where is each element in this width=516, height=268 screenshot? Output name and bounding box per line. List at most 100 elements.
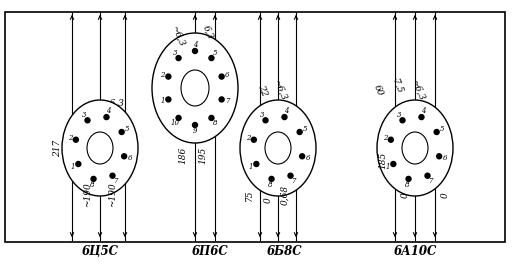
Circle shape bbox=[437, 154, 442, 159]
Ellipse shape bbox=[152, 33, 238, 143]
Text: 4: 4 bbox=[421, 107, 425, 115]
Text: 5: 5 bbox=[302, 125, 307, 133]
Text: ~190: ~190 bbox=[108, 183, 118, 207]
Circle shape bbox=[425, 173, 430, 178]
Text: 22: 22 bbox=[256, 83, 269, 97]
Text: 7: 7 bbox=[113, 177, 118, 185]
Circle shape bbox=[419, 115, 424, 120]
Circle shape bbox=[85, 118, 90, 123]
Text: 4: 4 bbox=[284, 107, 288, 115]
Circle shape bbox=[73, 137, 78, 142]
Text: 2: 2 bbox=[68, 134, 72, 142]
Text: 217: 217 bbox=[54, 139, 62, 157]
Text: 2: 2 bbox=[383, 134, 388, 142]
Text: 9: 9 bbox=[193, 127, 197, 135]
Text: 6П6С: 6П6С bbox=[191, 245, 229, 258]
Circle shape bbox=[400, 118, 405, 123]
Text: ~6,3: ~6,3 bbox=[170, 24, 186, 48]
Text: ~190: ~190 bbox=[84, 183, 92, 207]
Text: 195: 195 bbox=[199, 146, 207, 164]
Bar bbox=[5, 12, 505, 242]
Text: 4: 4 bbox=[193, 41, 197, 49]
Circle shape bbox=[192, 122, 198, 128]
Text: 1: 1 bbox=[160, 97, 165, 105]
Text: 3: 3 bbox=[173, 49, 178, 57]
Circle shape bbox=[110, 173, 115, 178]
Text: 10: 10 bbox=[170, 119, 180, 127]
Text: 75: 75 bbox=[245, 189, 253, 201]
Text: 3: 3 bbox=[397, 111, 402, 119]
Text: 8: 8 bbox=[268, 181, 272, 189]
Circle shape bbox=[251, 137, 256, 142]
Text: 1: 1 bbox=[71, 163, 75, 171]
Circle shape bbox=[219, 74, 224, 79]
Text: 0,68: 0,68 bbox=[281, 185, 289, 205]
Circle shape bbox=[209, 55, 214, 61]
Text: ~6,3: ~6,3 bbox=[272, 78, 288, 102]
Text: 1: 1 bbox=[386, 163, 391, 171]
Text: 6,3: 6,3 bbox=[201, 24, 215, 40]
Circle shape bbox=[263, 118, 268, 123]
Circle shape bbox=[434, 129, 439, 135]
Circle shape bbox=[389, 137, 393, 142]
Circle shape bbox=[122, 154, 126, 159]
Text: 4: 4 bbox=[106, 107, 110, 115]
Text: 0: 0 bbox=[400, 192, 410, 198]
Circle shape bbox=[192, 49, 198, 54]
Circle shape bbox=[282, 115, 287, 120]
Ellipse shape bbox=[181, 70, 209, 106]
Circle shape bbox=[176, 55, 181, 61]
Text: 6: 6 bbox=[127, 154, 132, 162]
Text: 8: 8 bbox=[213, 119, 217, 127]
Text: 185: 185 bbox=[379, 151, 388, 169]
Circle shape bbox=[91, 176, 96, 181]
Text: 3: 3 bbox=[82, 111, 87, 119]
Text: 2: 2 bbox=[246, 134, 250, 142]
Text: 0: 0 bbox=[264, 197, 272, 203]
Text: 6: 6 bbox=[443, 154, 447, 162]
Ellipse shape bbox=[402, 132, 428, 164]
Text: 7: 7 bbox=[428, 177, 433, 185]
Text: 6: 6 bbox=[225, 71, 230, 79]
Text: ~6,3: ~6,3 bbox=[410, 78, 426, 102]
Text: 5: 5 bbox=[124, 125, 129, 133]
Text: 5: 5 bbox=[213, 49, 217, 57]
Text: 8: 8 bbox=[90, 181, 94, 189]
Ellipse shape bbox=[240, 100, 316, 196]
Text: 2: 2 bbox=[160, 71, 165, 79]
Circle shape bbox=[209, 116, 214, 120]
Circle shape bbox=[166, 97, 171, 102]
Text: 6А10С: 6А10С bbox=[393, 245, 437, 258]
Circle shape bbox=[300, 154, 304, 159]
Text: ~6,3: ~6,3 bbox=[102, 99, 124, 107]
Text: 6Ц5С: 6Ц5С bbox=[82, 245, 119, 258]
Circle shape bbox=[119, 129, 124, 135]
Ellipse shape bbox=[62, 100, 138, 196]
Circle shape bbox=[288, 173, 293, 178]
Text: 6Б8С: 6Б8С bbox=[267, 245, 303, 258]
Circle shape bbox=[219, 97, 224, 102]
Ellipse shape bbox=[265, 132, 291, 164]
Text: 6: 6 bbox=[305, 154, 310, 162]
Text: 7: 7 bbox=[291, 177, 296, 185]
Text: 5: 5 bbox=[440, 125, 444, 133]
Circle shape bbox=[176, 116, 181, 120]
Ellipse shape bbox=[377, 100, 453, 196]
Circle shape bbox=[297, 129, 302, 135]
Ellipse shape bbox=[87, 132, 113, 164]
Circle shape bbox=[269, 176, 274, 181]
Text: 7: 7 bbox=[225, 97, 230, 105]
Circle shape bbox=[104, 115, 109, 120]
Text: 186: 186 bbox=[179, 146, 187, 164]
Text: 8: 8 bbox=[405, 181, 409, 189]
Circle shape bbox=[76, 162, 81, 166]
Text: -7,5: -7,5 bbox=[390, 75, 405, 95]
Text: 1: 1 bbox=[249, 163, 253, 171]
Text: 3: 3 bbox=[260, 111, 265, 119]
Circle shape bbox=[406, 176, 411, 181]
Circle shape bbox=[254, 162, 259, 166]
Circle shape bbox=[391, 162, 396, 166]
Circle shape bbox=[166, 74, 171, 79]
Text: 0: 0 bbox=[441, 192, 449, 198]
Text: 60: 60 bbox=[372, 83, 384, 97]
